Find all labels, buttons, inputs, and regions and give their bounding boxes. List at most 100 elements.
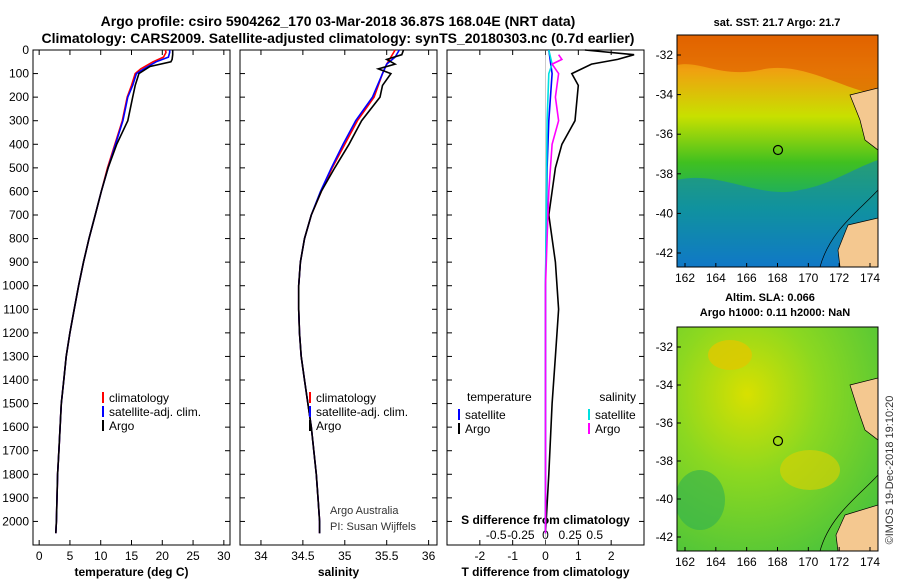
map-x-tick-label: 164 [706,555,726,569]
y-tick-label: 1300 [2,349,29,363]
map-y-tick-label: -34 [656,378,674,392]
sst-map: sat. SST: 21.7 Argo: 21.7 162 164 166 168 17… [656,17,881,285]
x-tick-label: 36 [422,549,436,563]
legend-label: satellite-adj. clim. [109,405,201,419]
x-tick-label: 2 [608,549,615,563]
x-top-tick-label: -0.5 [486,528,507,542]
x-tick-label: 5 [67,549,74,563]
map-y-tick-label: -34 [656,88,674,102]
y-tick-label: 1700 [2,444,29,458]
panel-salinity: 34 34.5 35 35.5 36 salinity climatologysatelli… [239,49,438,579]
land-south-island [837,217,878,267]
legend-label: satellite [465,408,506,422]
sla-map-ticks: 162 164 166 168 170 172 174 -32 -34 -36 -38 -40 -42 [656,340,881,569]
land-south-island-2 [835,504,878,551]
y-tick-label: 2000 [2,514,29,528]
land-north-island-2 [849,377,878,441]
map-x-tick-label: 174 [860,555,880,569]
map-y-tick-label: -38 [656,167,674,181]
x-top-tick-label: 0.5 [586,528,603,542]
title-line-1: Argo profile: csiro 5904262_170 03-Mar-2… [101,13,576,29]
land-north-island [849,87,878,151]
map-y-tick-label: -42 [656,246,674,260]
argo-float-location-2 [772,435,784,447]
map-x-tick-label: 172 [829,555,849,569]
x-tick-label: 30 [217,549,231,563]
warm-water-patch [677,35,878,95]
map-y-tick-label: -36 [656,416,674,430]
x-tick-label: 0 [542,549,549,563]
title-line-2: Climatology: CARS2009. Satellite-adjuste… [42,30,635,46]
bathymetry-contour [819,189,878,267]
y-tick-label: 500 [9,161,29,175]
sst-map-title: sat. SST: 21.7 Argo: 21.7 [714,17,841,29]
profile-panels: 0100200300400500600700800900100011001200… [2,43,645,579]
sst-map-ticks: 162 164 166 168 170 172 174 -32 -34 -36 -38 -40 -42 [656,48,881,285]
x-axis-label: T difference from climatology [461,565,629,579]
map-y-tick-label: -40 [656,206,674,220]
timestamp: ©IMOS 19-Dec-2018 19:10:20 [884,396,896,545]
y-tick-label: 1400 [2,373,29,387]
map-x-tick-label: 166 [737,271,757,285]
legend-label: climatology [316,391,376,405]
map-x-tick-label: 172 [829,271,849,285]
y-tick-label: 1000 [2,279,29,293]
map-x-tick-label: 162 [675,555,695,569]
map-y-tick-label: -32 [656,48,674,62]
map-y-tick-label: -40 [656,492,674,506]
bathymetry-contour-2 [819,474,878,551]
panel-frame [239,49,438,546]
legend-label: satellite-adj. clim. [316,405,408,419]
x-tick-label: 34.5 [291,549,315,563]
x-tick-label: 0 [36,549,43,563]
y-tick-label: 700 [9,208,29,222]
sla-high-patch-2 [780,450,840,490]
map-x-tick-label: 162 [675,271,695,285]
x-axis-label: temperature (deg C) [74,565,188,579]
panel-temperature: 0100200300400500600700800900100011001200… [2,43,231,579]
map-x-tick-label: 164 [706,271,726,285]
credit-line-2: PI: Susan Wijffels [330,521,416,533]
credit-line-1: Argo Australia [330,505,399,517]
legend-label: climatology [109,391,169,405]
x-tick-label: 25 [186,549,200,563]
sla-map-title-2: Argo h1000: 0.11 h2000: NaN [700,307,850,319]
sla-map: Altim. SLA: 0.066 Argo h1000: 0.11 h2000… [656,292,881,569]
x-tick-label: 34 [254,549,268,563]
sla-map-title-1: Altim. SLA: 0.066 [725,292,815,304]
y-tick-label: 1500 [2,397,29,411]
y-tick-label: 1900 [2,491,29,505]
x-tick-label: -1 [507,549,518,563]
x-tick-label: 35.5 [375,549,399,563]
map-x-tick-label: 170 [798,271,818,285]
panel-differences: -2 -1 0 1 2-0.5 -0.25 0 0.25 0.5S difference fro… [446,49,645,579]
map-y-tick-label: -42 [656,530,674,544]
legend-label: Argo [595,422,621,436]
y-tick-label: 100 [9,67,29,81]
legend-title-temperature: temperature [467,390,532,404]
map-y-tick-label: -36 [656,127,674,141]
x-tick-label: 35 [338,549,352,563]
series-line-argo [55,50,174,534]
x-tick-label: 15 [125,549,139,563]
x-top-tick-label: -0.25 [507,528,535,542]
x-top-tick-label: 0.25 [558,528,582,542]
legend-label: Argo [465,422,491,436]
map-y-tick-label: -32 [656,340,674,354]
legend-title-salinity: salinity [599,390,636,404]
map-x-tick-label: 166 [737,555,757,569]
y-tick-label: 1800 [2,467,29,481]
map-y-tick-label: -38 [656,454,674,468]
y-tick-label: 800 [9,232,29,246]
legend-label: Argo [316,419,342,433]
map-x-tick-label: 168 [767,271,787,285]
series-line-salinity-argo [544,54,564,534]
y-tick-label: 0 [22,43,29,57]
x-tick-label: 1 [575,549,582,563]
y-tick-label: 300 [9,114,29,128]
y-tick-label: 1200 [2,326,29,340]
y-tick-label: 200 [9,90,29,104]
y-tick-label: 600 [9,184,29,198]
